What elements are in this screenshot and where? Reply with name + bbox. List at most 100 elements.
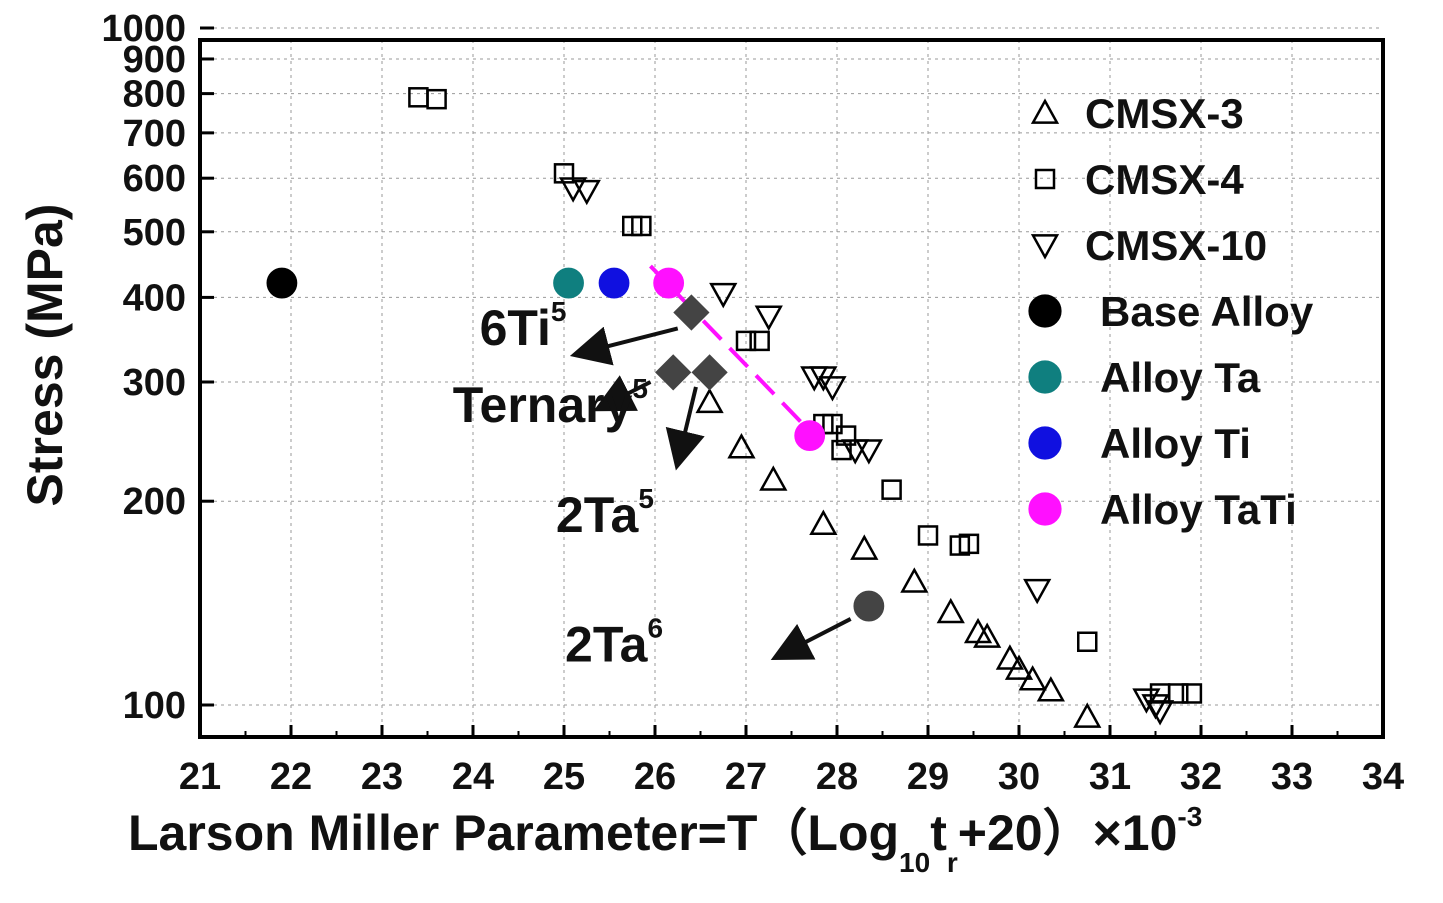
- legend-marker-base-alloy: [1028, 294, 1062, 328]
- annotation-label: 6Ti5: [480, 296, 567, 356]
- point-cmsx-3: [727, 433, 756, 459]
- point-cmsx-4: [408, 87, 429, 108]
- annotation-label: Ternary5: [453, 373, 648, 433]
- reference-diamond-point: [655, 354, 692, 391]
- x-axis-title-main: Larson Miller Parameter=T（Log: [128, 805, 899, 861]
- point-cmsx-10: [841, 439, 870, 465]
- legend-label-base-alloy: Base Alloy: [1100, 288, 1314, 335]
- x-tick-label: 27: [725, 756, 767, 798]
- point-cmsx-10: [1145, 700, 1175, 726]
- x-tick-label: 25: [543, 756, 585, 798]
- x-tick-label: 28: [816, 756, 858, 798]
- point-cmsx-3: [695, 387, 724, 414]
- point-cmsx-3: [759, 465, 788, 491]
- point-base-alloy: [266, 267, 298, 299]
- point-cmsx-4: [831, 439, 852, 461]
- point-cmsx-4: [958, 533, 980, 555]
- legend-marker-cmsx-10: [1030, 234, 1060, 260]
- y-tick-label: 400: [123, 277, 186, 319]
- point-cmsx-10: [1023, 578, 1052, 605]
- x-tick-label: 21: [179, 756, 221, 798]
- legend-label-alloy-ti: Alloy Ti: [1100, 420, 1251, 467]
- legend-label-alloy-tati: Alloy TaTi: [1100, 486, 1297, 533]
- x-tick-label: 29: [907, 756, 949, 798]
- point-cmsx-3: [1004, 654, 1034, 680]
- legend-label-cmsx-10: CMSX-10: [1085, 222, 1267, 269]
- point-cmsx-3: [1073, 702, 1102, 728]
- point-cmsx-4: [822, 413, 843, 435]
- point-alloy-tati: [653, 267, 685, 299]
- y-tick-label: 200: [123, 481, 186, 523]
- legend-marker-cmsx-3: [1030, 98, 1060, 124]
- point-cmsx-10: [854, 439, 883, 465]
- point-alloy-tati: [794, 420, 826, 451]
- legend-marker-alloy-ti: [1028, 426, 1062, 460]
- point-alloy-ti: [598, 267, 630, 299]
- legend-label-alloy-ta: Alloy Ta: [1100, 354, 1261, 401]
- legend: CMSX-3 CMSX-4 CMSX-10 Base Alloy Alloy Ta All…: [1028, 90, 1314, 533]
- point-cmsx-10: [818, 376, 847, 402]
- point-cmsx-10: [572, 179, 601, 206]
- y-tick-label: 1000: [101, 8, 186, 50]
- x-tick-label: 26: [634, 756, 676, 798]
- annotation-label: 2Ta6: [565, 612, 663, 672]
- annotation-arrow: [593, 375, 652, 412]
- annotation-arrow: [770, 617, 852, 660]
- x-axis-title-sup: -3: [1177, 801, 1202, 832]
- point-cmsx-10: [754, 305, 783, 331]
- point-cmsx-3: [936, 597, 965, 624]
- x-tick-label: 34: [1362, 756, 1404, 798]
- y-tick-label: 300: [123, 362, 186, 404]
- point-cmsx-3: [1018, 665, 1047, 691]
- annotation-label: 2Ta5: [556, 483, 654, 543]
- point-cmsx-3: [900, 567, 929, 593]
- point-cmsx-4: [1168, 683, 1189, 704]
- point-cmsx-3: [973, 622, 1002, 648]
- x-tick-label: 22: [270, 756, 312, 798]
- grid-layer: [200, 27, 1383, 737]
- x-axis-title-sub2: r: [947, 847, 958, 878]
- y-axis-title: Stress (MPa): [17, 204, 73, 507]
- point-cmsx-4: [1077, 631, 1098, 653]
- x-axis-title-mid: t: [930, 805, 947, 861]
- annotation-arrow: [569, 326, 679, 366]
- point-cmsx-4: [749, 330, 770, 352]
- ticks-layer: 21 22 23 24 25 26 27 28 29 30 31 32 33 34 100 200 300 400…: [101, 8, 1404, 798]
- point-cmsx-4: [917, 525, 939, 546]
- point-cmsx-3: [809, 509, 838, 535]
- point-cmsx-3: [1036, 676, 1065, 702]
- x-tick-label: 33: [1271, 756, 1313, 798]
- y-tick-label: 100: [123, 685, 186, 727]
- point-cmsx-4: [881, 479, 902, 500]
- legend-label-cmsx-4: CMSX-4: [1085, 156, 1244, 203]
- annotation-layer: 6Ti5 Ternary5 2Ta5 2Ta6: [453, 296, 852, 672]
- reference-diamond-point: [673, 294, 710, 331]
- x-axis-title: Larson Miller Parameter=T（Log10tr+20）×10…: [128, 801, 1202, 878]
- point-cmsx-3: [850, 534, 879, 560]
- x-tick-label: 24: [452, 756, 494, 798]
- legend-label-cmsx-3: CMSX-3: [1085, 90, 1244, 137]
- point-cmsx-4: [631, 215, 652, 237]
- legend-marker-alloy-ta: [1028, 360, 1062, 394]
- x-axis-title-tail: +20）×10: [958, 805, 1178, 861]
- y-tick-label: 500: [123, 212, 186, 254]
- legend-marker-alloy-tati: [1028, 492, 1062, 526]
- x-tick-label: 23: [361, 756, 403, 798]
- y-tick-label: 600: [123, 158, 186, 200]
- point-cmsx-4: [1181, 683, 1203, 704]
- y-tick-label: 800: [123, 74, 186, 116]
- x-tick-label: 32: [1180, 756, 1222, 798]
- annotation-arrow: [665, 386, 705, 471]
- point-cmsx-4: [426, 88, 447, 110]
- y-tick-label: 700: [123, 113, 186, 155]
- point-cmsx-10: [709, 282, 738, 309]
- y-tick-label: 900: [123, 39, 186, 81]
- point-cmsx-3: [963, 617, 993, 644]
- point-cmsx-3: [995, 644, 1025, 670]
- reference-diamond-point: [691, 354, 728, 391]
- x-tick-label: 31: [1089, 756, 1131, 798]
- marks-layer: [266, 87, 1203, 728]
- reference-circle-point: [853, 590, 885, 622]
- point-cmsx-4: [735, 330, 757, 352]
